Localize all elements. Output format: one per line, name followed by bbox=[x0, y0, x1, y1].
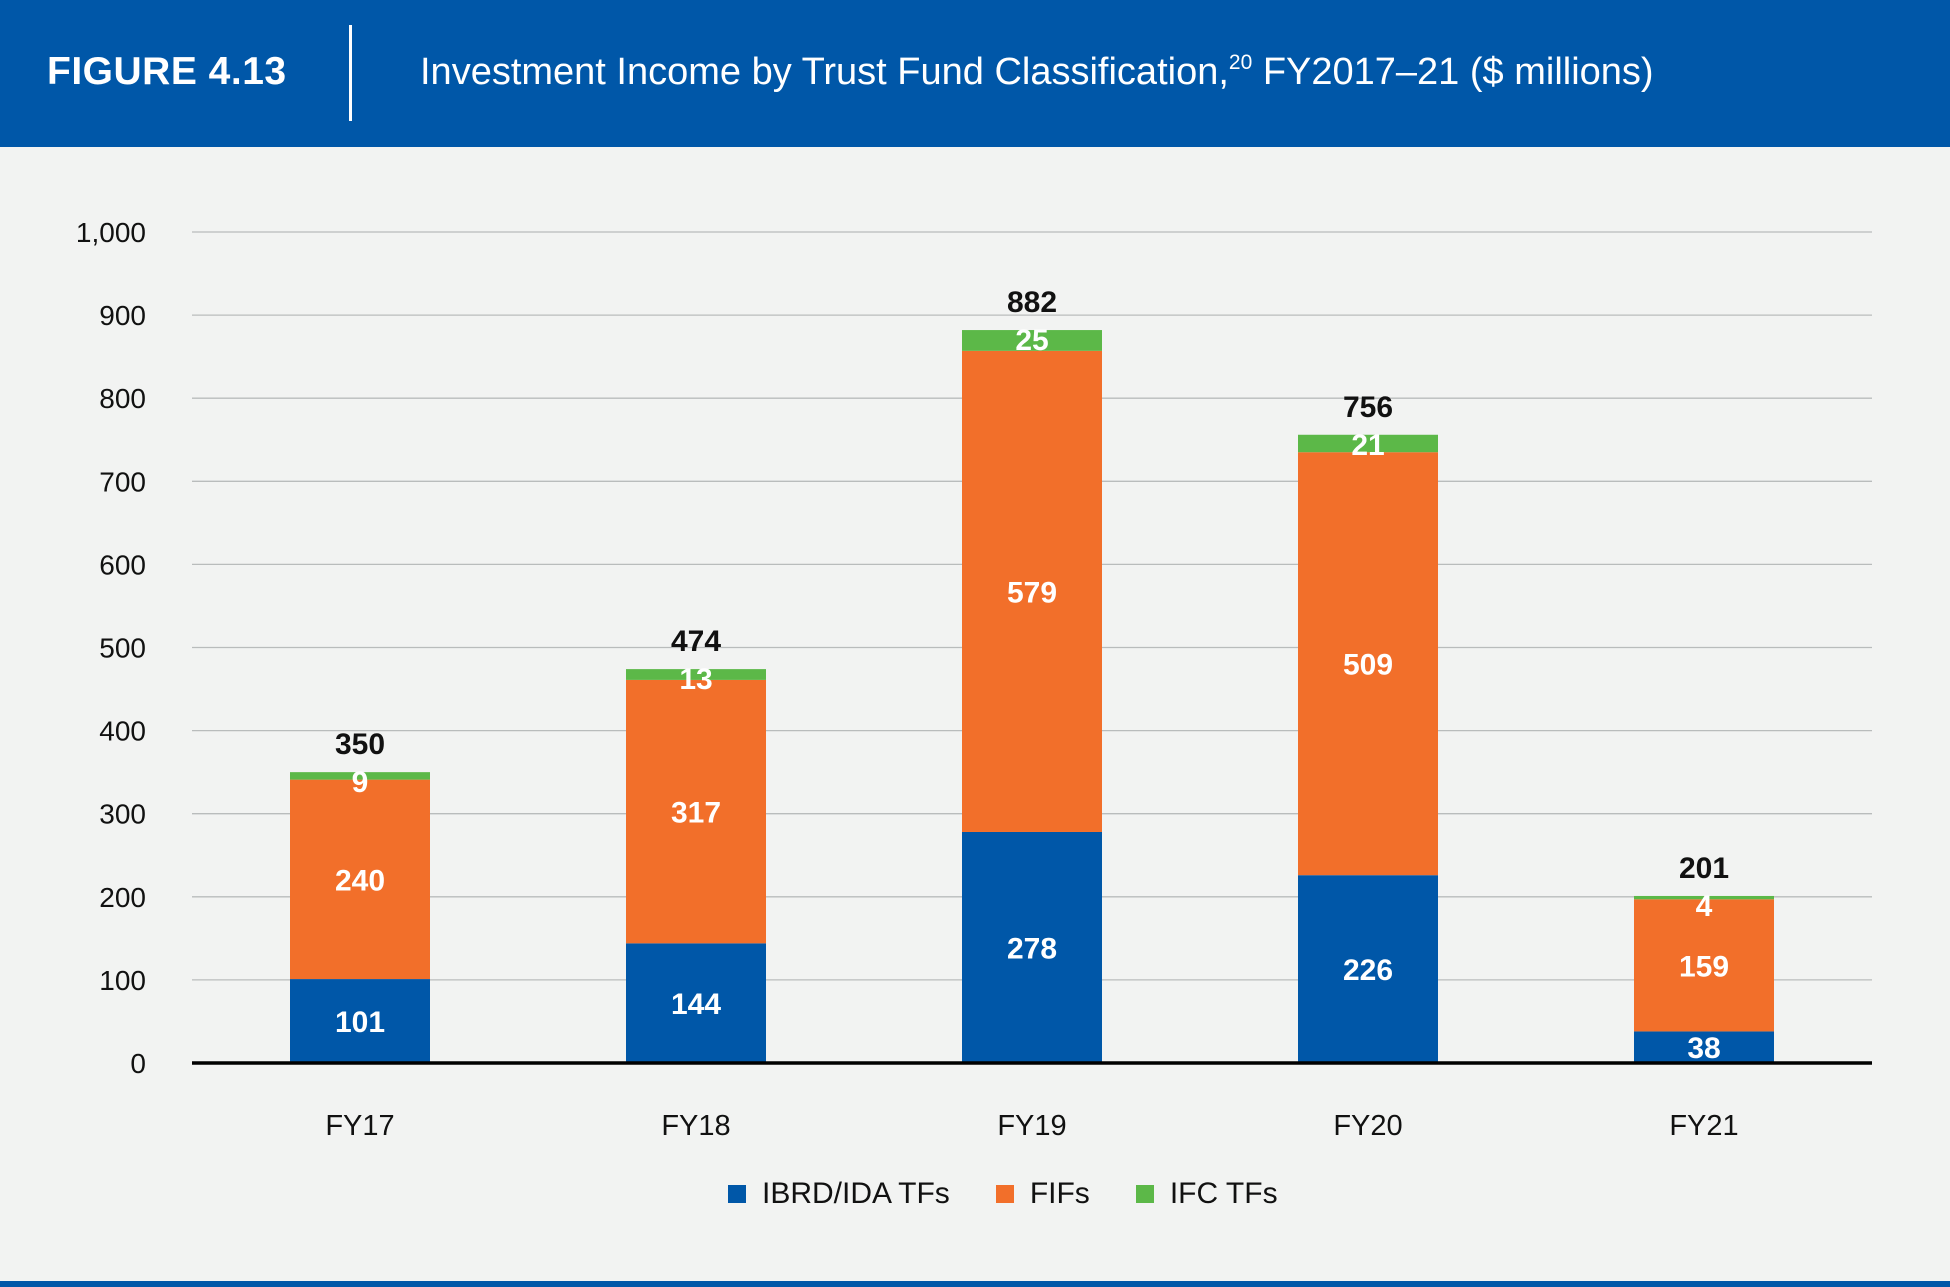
segment-value-label: 25 bbox=[1015, 324, 1048, 357]
bar-segment-fifs bbox=[1298, 452, 1438, 876]
y-tick-label: 200 bbox=[99, 882, 146, 913]
y-tick-label: 600 bbox=[99, 549, 146, 580]
figure-number: FIGURE 4.13 bbox=[47, 50, 287, 93]
bottom-rule bbox=[0, 1281, 1950, 1287]
legend-label: IBRD/IDA TFs bbox=[762, 1177, 950, 1210]
x-category-label: FY19 bbox=[997, 1110, 1066, 1142]
segment-value-label: 38 bbox=[1687, 1032, 1720, 1065]
bar-total-label: 350 bbox=[335, 728, 385, 761]
legend-item: FIFs bbox=[995, 1177, 1090, 1211]
footnote-reference: 20 bbox=[1228, 51, 1253, 74]
bar-segment-ifc-tfs bbox=[1634, 895, 1774, 900]
segment-value-label: 4 bbox=[1696, 890, 1713, 923]
y-tick-label: 300 bbox=[99, 799, 146, 830]
bar-segment-ibrd-ida-tfs bbox=[1634, 1031, 1774, 1063]
bars bbox=[290, 330, 1774, 1063]
bar-segment-ifc-tfs bbox=[290, 772, 430, 780]
segment-value-label: 101 bbox=[335, 1006, 385, 1039]
legend-item: IBRD/IDA TFs bbox=[728, 1177, 950, 1211]
bar-segment-fifs bbox=[290, 779, 430, 980]
legend-swatch bbox=[995, 1185, 1014, 1203]
segment-value-label: 240 bbox=[335, 864, 385, 897]
legend-swatch bbox=[728, 1185, 746, 1203]
segment-value-label: 21 bbox=[1351, 429, 1384, 462]
legend-label: FIFs bbox=[1029, 1177, 1090, 1210]
bar-total-label: 756 bbox=[1343, 391, 1393, 424]
segment-value-label: 13 bbox=[679, 663, 712, 696]
legend-swatch bbox=[1135, 1185, 1154, 1203]
bar-segment-ibrd-ida-tfs bbox=[290, 979, 430, 1063]
x-category-label: FY20 bbox=[1333, 1110, 1402, 1142]
y-tick-label: 900 bbox=[99, 300, 146, 331]
bar-segment-fifs bbox=[1634, 899, 1774, 1032]
data-labels: 101 240 9 350 144 317 13 474 278 579 25 882 226 509 21… bbox=[335, 286, 1729, 1065]
bar-segment-ibrd-ida-tfs bbox=[962, 831, 1102, 1063]
y-tick-label: 1,000 bbox=[76, 217, 146, 248]
figure-title-tail: FY2017–21 ($ millions) bbox=[1252, 51, 1654, 93]
legend-label: IFC TFs bbox=[1169, 1177, 1278, 1210]
segment-value-label: 144 bbox=[671, 988, 721, 1021]
segment-value-label: 509 bbox=[1343, 649, 1393, 682]
bar-segment-fifs bbox=[962, 350, 1102, 832]
legend-item: IFC TFs bbox=[1135, 1177, 1278, 1211]
y-axis: 0 100 200 300 400 500 600 700 800 900 1,000 bbox=[76, 217, 146, 1079]
bar-segment-ifc-tfs bbox=[962, 330, 1102, 351]
bar-segment-ifc-tfs bbox=[1298, 434, 1438, 453]
y-tick-label: 700 bbox=[99, 466, 146, 497]
bar-total-label: 882 bbox=[1007, 286, 1057, 319]
bar-segment-fifs bbox=[626, 679, 766, 944]
x-axis: FY17 FY18 FY19 FY20 FY21 bbox=[192, 1061, 1872, 1142]
figure-header: FIGURE 4.13 Investment Income by Trust F… bbox=[0, 0, 1950, 147]
bar-total-label: 474 bbox=[671, 625, 721, 658]
bar-segment-ifc-tfs bbox=[626, 669, 766, 680]
y-tick-label: 0 bbox=[130, 1048, 146, 1079]
segment-value-label: 9 bbox=[352, 766, 369, 799]
x-category-label: FY21 bbox=[1669, 1110, 1738, 1142]
y-tick-label: 800 bbox=[99, 383, 146, 414]
x-category-label: FY17 bbox=[325, 1110, 394, 1142]
header-divider bbox=[349, 25, 352, 121]
legend: IBRD/IDA TFs FIFs IFC TFs bbox=[728, 1174, 1324, 1214]
bar-segment-ibrd-ida-tfs bbox=[1298, 875, 1438, 1063]
segment-value-label: 278 bbox=[1007, 932, 1057, 965]
segment-value-label: 159 bbox=[1679, 950, 1729, 983]
y-tick-label: 500 bbox=[99, 633, 146, 664]
bar-segment-ibrd-ida-tfs bbox=[626, 943, 766, 1063]
x-category-label: FY18 bbox=[661, 1110, 730, 1142]
figure-title: Investment Income by Trust Fund Classifi… bbox=[420, 51, 1654, 94]
segment-value-label: 579 bbox=[1007, 576, 1057, 609]
figure-title-main: Investment Income by Trust Fund Classifi… bbox=[420, 51, 1229, 93]
bar-total-label: 201 bbox=[1679, 852, 1729, 885]
segment-value-label: 226 bbox=[1343, 954, 1393, 987]
y-tick-label: 400 bbox=[99, 716, 146, 747]
y-tick-label: 100 bbox=[99, 965, 146, 996]
segment-value-label: 317 bbox=[671, 797, 721, 830]
